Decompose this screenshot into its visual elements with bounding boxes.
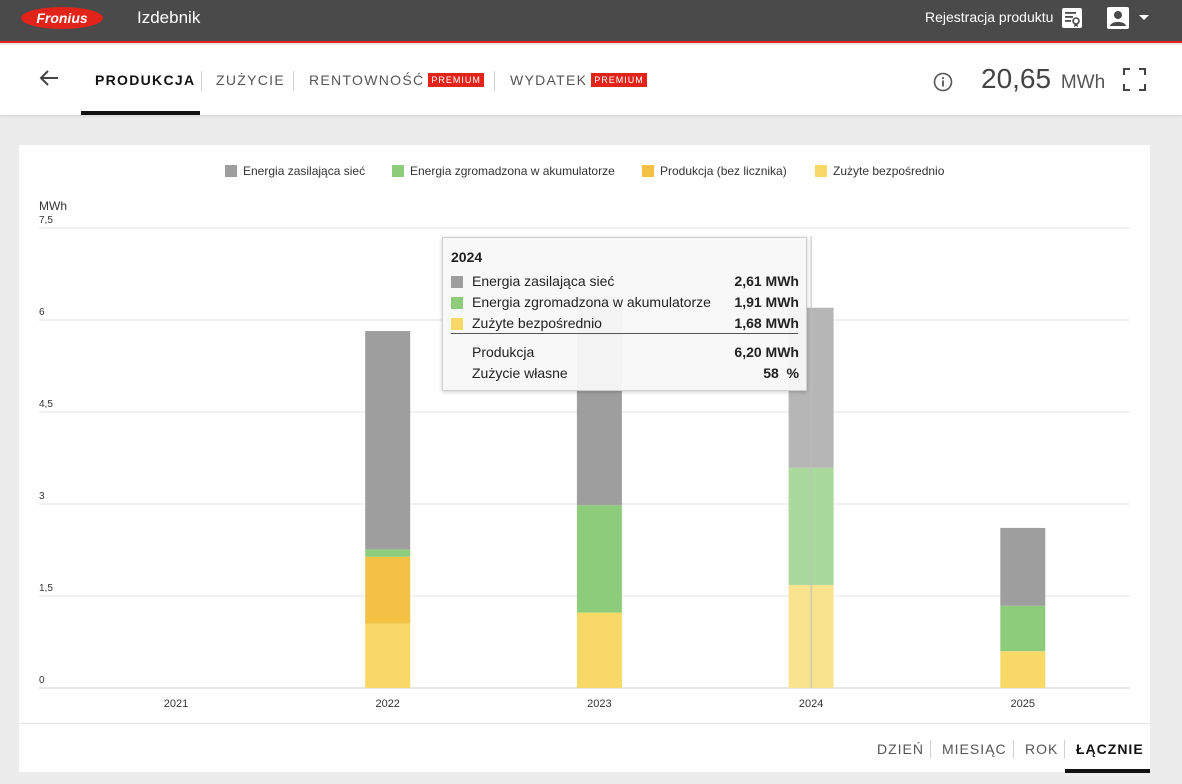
card-divider <box>19 723 1150 724</box>
active-range-indicator <box>1065 769 1150 773</box>
legend-item-direct[interactable]: Zużyte bezpośrednio <box>815 164 944 178</box>
fullscreen-icon[interactable] <box>1122 67 1147 92</box>
tooltip-label: Energia zgromadzona w akumulatorze <box>472 294 711 310</box>
premium-badge: PREMIUM <box>428 73 484 87</box>
legend-item-no-meter[interactable]: Produkcja (bez licznika) <box>642 164 787 178</box>
tooltip-value: 6,20 MWh <box>734 344 799 360</box>
range-tab-year[interactable]: ROK <box>1025 741 1059 757</box>
bar-segment[interactable] <box>576 612 622 688</box>
tooltip-label: Energia zasilająca sieć <box>472 273 615 289</box>
tooltip-label: Produkcja <box>472 344 535 360</box>
range-separator <box>1064 740 1065 758</box>
chart-tooltip: 2024 Energia zasilająca sieć 2,61 MWh En… <box>442 237 807 391</box>
tooltip-summary-row: Produkcja 6,20 MWh <box>451 344 799 364</box>
bar-segment[interactable] <box>365 549 411 557</box>
y-tick-label: 6 <box>39 307 45 318</box>
total-production: 20,65 MWh <box>981 63 1105 95</box>
legend-swatch <box>815 165 827 177</box>
info-icon[interactable] <box>933 72 953 92</box>
range-tab-month[interactable]: MIESIĄC <box>942 741 1007 757</box>
x-tick-label: 2022 <box>375 698 399 710</box>
tooltip-title: 2024 <box>451 249 483 265</box>
tab-produkcja[interactable]: PRODUKCJA <box>95 72 196 88</box>
bar-segment[interactable] <box>365 623 411 688</box>
fronius-logo[interactable]: Fronius <box>20 6 104 30</box>
bar-segment[interactable] <box>1000 527 1046 606</box>
bar-segment[interactable] <box>365 556 411 624</box>
tooltip-value: 2,61 MWh <box>734 273 799 289</box>
tooltip-row: Energia zasilająca sieć 2,61 MWh <box>451 273 799 293</box>
tooltip-label: Zużyte bezpośrednio <box>472 315 602 331</box>
back-arrow-icon[interactable] <box>38 67 60 89</box>
total-value: 20,65 <box>981 63 1052 94</box>
premium-badge: PREMIUM <box>591 73 647 87</box>
register-product-link[interactable]: Rejestracja produktu <box>925 9 1054 25</box>
tab-wydatek[interactable]: WYDATEK PREMIUM <box>510 72 647 88</box>
chart-card: Energia zasilająca sieć Energia zgromadz… <box>19 145 1150 772</box>
bar-segment[interactable] <box>1000 651 1046 688</box>
x-tick-label: 2025 <box>1011 698 1035 710</box>
x-tick-label: 2021 <box>164 698 188 710</box>
tooltip-summary-row: Zużycie własne 58 % <box>451 365 799 385</box>
legend-item-battery[interactable]: Energia zgromadzona w akumulatorze <box>392 164 615 178</box>
nav-bar: PRODUKCJA ZUŻYCIE RENTOWNOŚĆ PREMIUM WYDA… <box>0 45 1182 115</box>
x-tick-label: 2023 <box>587 698 611 710</box>
tooltip-label: Zużycie własne <box>472 365 568 381</box>
bar-segment[interactable] <box>576 505 622 613</box>
tooltip-divider <box>451 333 798 334</box>
legend-swatch <box>225 165 237 177</box>
tooltip-swatch <box>451 318 463 330</box>
legend-swatch <box>642 165 654 177</box>
range-separator <box>930 740 931 758</box>
tab-separator <box>494 71 495 91</box>
bar-segment[interactable] <box>1000 605 1046 652</box>
tooltip-row: Zużyte bezpośrednio 1,68 MWh <box>451 315 799 335</box>
register-product-icon[interactable] <box>1061 7 1083 29</box>
tooltip-value: 1,68 MWh <box>734 315 799 331</box>
y-tick-label: 1,5 <box>39 583 53 594</box>
logo-text: Fronius <box>36 10 88 26</box>
tab-separator <box>293 71 294 91</box>
caret-down-icon[interactable] <box>1139 15 1149 20</box>
legend-item-grid[interactable]: Energia zasilająca sieć <box>225 164 365 178</box>
active-tab-indicator <box>81 111 200 115</box>
y-tick-label: 3 <box>39 491 45 502</box>
y-tick-label: 4,5 <box>39 399 53 410</box>
y-tick-label: 0 <box>39 675 45 686</box>
tab-zuzycie[interactable]: ZUŻYCIE <box>216 72 285 88</box>
range-tab-total[interactable]: ŁĄCZNIE <box>1076 741 1144 757</box>
tooltip-swatch <box>451 297 463 309</box>
tab-rentownosc[interactable]: RENTOWNOŚĆ PREMIUM <box>309 72 484 88</box>
y-tick-label: 7,5 <box>39 215 53 226</box>
app-title: Izdebnik <box>137 8 201 27</box>
x-tick-label: 2024 <box>799 698 823 710</box>
legend-swatch <box>392 165 404 177</box>
account-icon[interactable] <box>1106 6 1130 30</box>
tooltip-value: 58 % <box>763 365 799 381</box>
bar-chart: 0 1,5 3 4,5 6 7,5 2021 2022 2023 2024 2025 <box>39 215 1130 710</box>
tooltip-swatch <box>451 276 463 288</box>
range-separator <box>1013 740 1014 758</box>
total-unit: MWh <box>1060 72 1106 93</box>
tooltip-row: Energia zgromadzona w akumulatorze 1,91 … <box>451 294 799 314</box>
tooltip-value: 1,91 MWh <box>734 294 799 310</box>
top-bar: Fronius Izdebnik Rejestracja produktu <box>0 0 1182 43</box>
y-axis-unit: MWh <box>39 199 67 213</box>
tab-separator <box>201 71 202 91</box>
bar-segment[interactable] <box>365 331 411 550</box>
range-tab-day[interactable]: DZIEŃ <box>877 741 924 757</box>
